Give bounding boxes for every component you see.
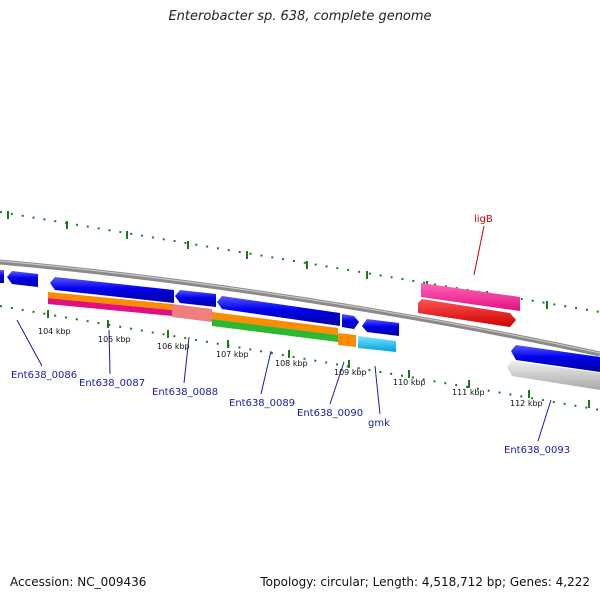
gene-bar-cyan[interactable] [358,336,396,352]
tick-label: 110 kbp [393,378,426,387]
tick-label: 105 kbp [98,335,131,344]
tick-label: 104 kbp [38,327,71,336]
genome-title: Enterobacter sp. 638, complete genome [168,9,432,24]
tick-label: 108 kbp [275,359,308,368]
tick-label: 112 kbp [510,399,543,408]
gene-label[interactable]: Ent638_0090 [297,408,363,419]
gene-arrow[interactable] [217,296,340,326]
gene-label[interactable]: Ent638_0093 [504,445,570,456]
gene-label[interactable]: Ent638_0089 [229,398,295,409]
gene-bar-salmon[interactable] [172,304,212,322]
gene-arrow-grey[interactable] [507,361,600,390]
gene-label[interactable]: Ent638_0088 [152,387,218,398]
gene-arrow-pink[interactable] [421,283,520,311]
gene-arrow[interactable] [175,290,216,307]
genome-stats-text: Topology: circular; Length: 4,518,712 bp… [260,575,590,589]
tick-label: 109 kbp [334,368,367,377]
gene-label[interactable]: ligB [474,214,493,225]
gene-labels: Ent638_0086 Ent638_0087 Ent638_0088 Ent6… [11,214,570,456]
gene-label[interactable]: Ent638_0086 [11,370,77,381]
inner-tick-ring [0,305,600,411]
gene-label[interactable]: Ent638_0087 [79,378,145,389]
gene-bar-orange[interactable] [338,333,356,347]
gene-bar-green[interactable] [212,319,338,342]
gene-bar-pink[interactable] [48,298,172,316]
ligB-leader [473,225,485,276]
accession-text: Accession: NC_009436 [10,575,147,589]
gene-arrow[interactable] [50,277,174,303]
gene-arrow[interactable] [7,271,38,287]
forward-genes [0,270,600,372]
tick-label: 106 kbp [157,342,190,351]
feature-bars [48,283,600,390]
tick-label: 107 kbp [216,350,249,359]
gene-bar-orange[interactable] [48,292,172,310]
label-leaders [16,319,552,442]
gene-label[interactable]: gmk [368,418,390,429]
gene-arrow[interactable] [362,319,399,336]
genome-backbone [0,259,600,357]
gene-arrow-red[interactable] [418,299,516,327]
gene-arrow[interactable] [511,345,600,372]
gene-arrow[interactable] [0,270,4,283]
gene-bar-orange[interactable] [212,312,338,335]
tick-labels: 104 kbp 105 kbp 106 kbp 107 kbp 108 kbp … [38,327,543,408]
tick-label: 111 kbp [452,388,485,397]
gene-arrow[interactable] [342,314,359,329]
